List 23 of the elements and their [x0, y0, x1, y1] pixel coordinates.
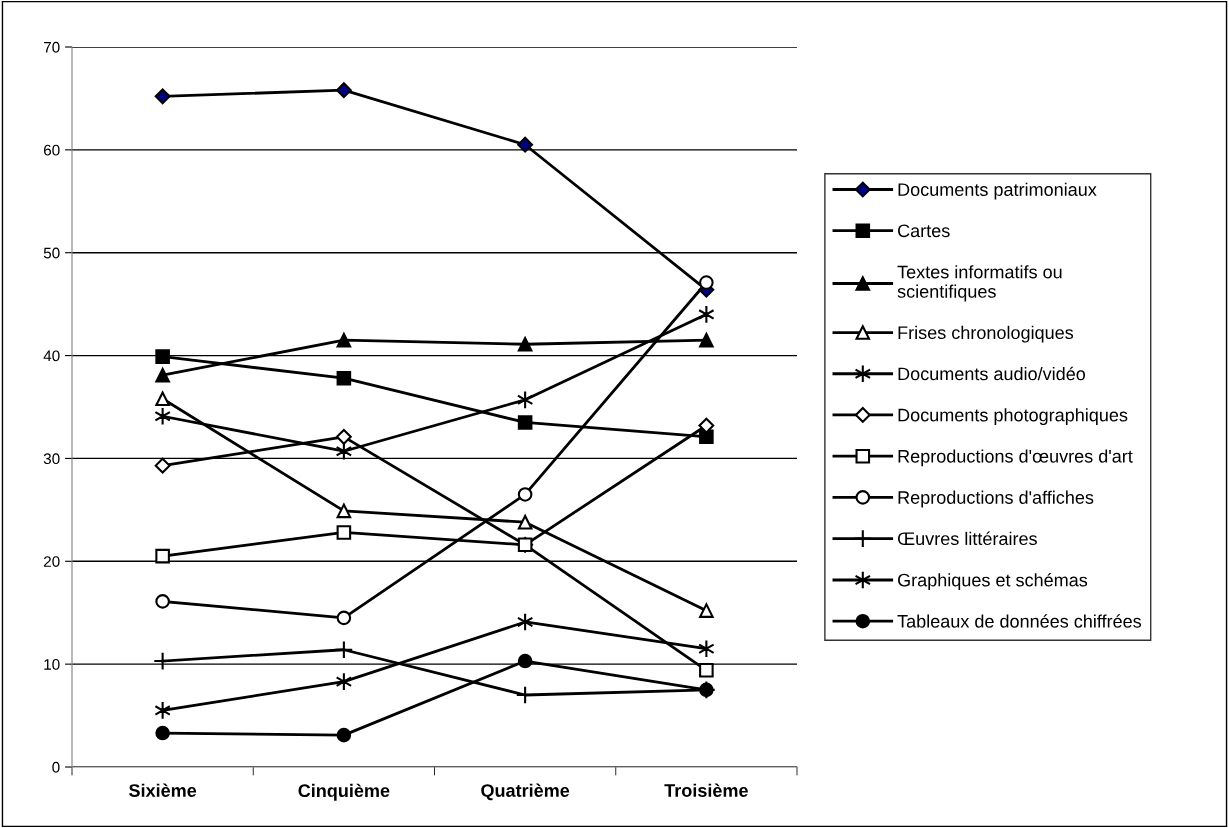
y-tick-label: 60: [43, 144, 60, 156]
y-tick-label: 70: [43, 41, 60, 53]
x-tick-label: Troisième: [664, 783, 748, 797]
legend-label: Œuvres littéraires: [897, 531, 1037, 546]
legend-label: Documents audio/vidéo: [898, 366, 1086, 381]
y-tick-label: 40: [43, 350, 60, 362]
y-tick-label: 30: [43, 453, 60, 465]
x-tick-label: Sixième: [129, 783, 197, 797]
x-tick-label: Quatrième: [481, 783, 570, 801]
legend-label: Tableaux de données chiffrées: [897, 614, 1142, 628]
legend-label: Cartes: [898, 224, 950, 238]
legend-label: Textes informatifs ou scientifiques: [897, 265, 1062, 302]
legend-label: Reproductions d'affiches: [898, 490, 1094, 508]
legend-label: Frises chronologiques: [898, 325, 1074, 343]
y-tick-label: 50: [43, 247, 60, 259]
y-tick-label: 0: [52, 761, 60, 773]
legend-label: Documents patrimoniaux: [898, 182, 1097, 200]
legend-label: Reproductions d'œuvres d'art: [898, 449, 1133, 467]
x-tick-label: Cinquième: [298, 783, 390, 801]
legend-label: Graphiques et schémas: [898, 573, 1088, 591]
y-tick-label: 10: [44, 659, 60, 670]
y-tick-label: 20: [43, 556, 60, 567]
legend-label: Documents photographiques: [898, 408, 1128, 426]
